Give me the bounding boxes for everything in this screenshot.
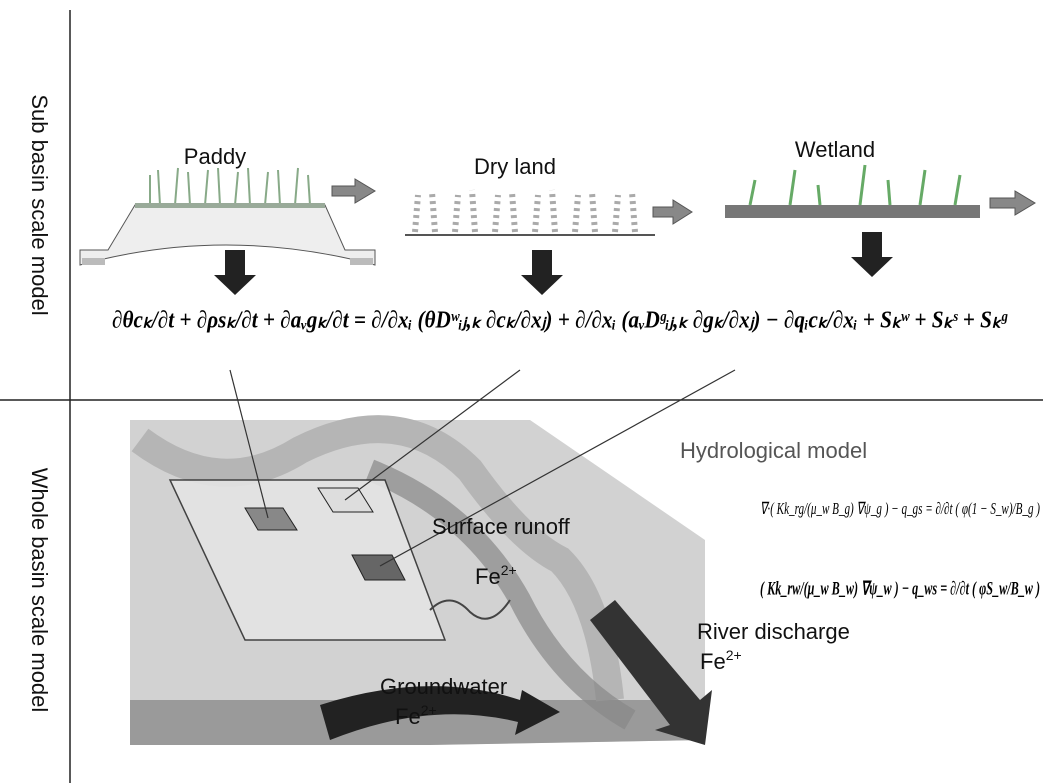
equation: ∂θcₖ/∂t + ∂ρsₖ/∂t + ∂aᵥgₖ/∂t = ∂/∂xᵢ (θD…	[112, 308, 1008, 334]
land-use-label: Wetland	[795, 137, 875, 162]
pointer-line	[229, 369, 736, 567]
flow-arrow	[331, 178, 1036, 225]
section-label: Whole basin scale model	[27, 468, 52, 713]
wetland-icon	[725, 164, 980, 218]
ion-charge: 2+	[421, 702, 437, 718]
equation: ( Kk_rw/(μ_w B_w) ∇ψ_w ) − q_ws = ∂/∂t (…	[760, 578, 1040, 599]
land-use-label: Dry land	[474, 154, 556, 179]
down-arrow	[214, 232, 893, 295]
flow-label: Surface runoff	[432, 514, 571, 539]
dry-land-icon	[405, 189, 655, 236]
heading: Hydrological model	[680, 438, 867, 463]
ion-charge: 2+	[501, 562, 517, 578]
ion-label: Fe2+	[700, 647, 742, 674]
section-label: Sub basin scale model	[27, 94, 52, 315]
ion-label: Fe2+	[475, 562, 517, 589]
equation: ∇·( Kk_rg/(μ_w B_g) ∇ψ_g ) − q_gs = ∂/∂t…	[760, 499, 1040, 518]
land-use-label: Paddy	[184, 144, 246, 169]
ion-base: Fe	[475, 564, 501, 589]
flow-label: Groundwater	[380, 674, 507, 699]
flow-label: River discharge	[697, 619, 850, 644]
paddy-icon	[79, 167, 376, 266]
ion-charge: 2+	[726, 647, 742, 663]
ion-label: Fe2+	[395, 702, 437, 729]
landscape	[130, 415, 712, 745]
ion-base: Fe	[395, 704, 421, 729]
ion-base: Fe	[700, 649, 726, 674]
